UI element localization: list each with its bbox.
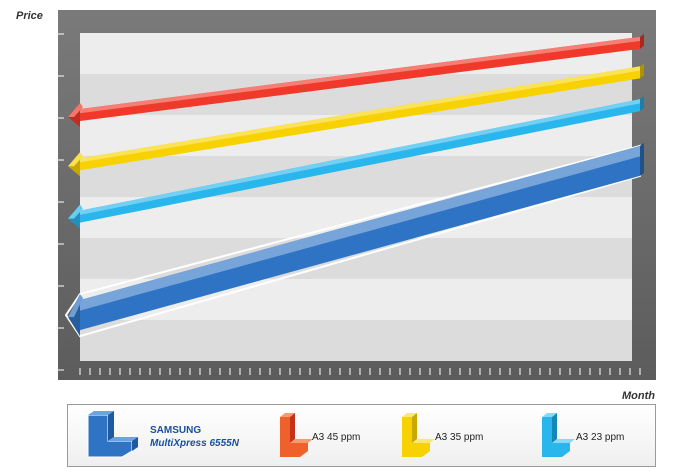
- legend-label-a3-45: A3 45 ppm: [312, 432, 361, 443]
- series-end-cap: [640, 33, 644, 49]
- y-axis-label: Price: [16, 10, 43, 22]
- series-end-cap: [640, 142, 644, 176]
- series-end-cap: [640, 63, 644, 79]
- series-highlight: [80, 66, 640, 163]
- grid-band: [80, 320, 632, 361]
- legend-label-samsung-model: MultiXpress 6555N: [150, 438, 239, 449]
- legend-item-a3-23: A3 23 ppm: [538, 405, 656, 466]
- series-samsung-multixpress-6555n: [64, 142, 644, 338]
- red-bar-icon: [280, 413, 313, 457]
- series-a3-45-ppm: [68, 33, 644, 127]
- yellow-bar-icon: [402, 413, 435, 457]
- series-a3-35-ppm: [68, 63, 644, 177]
- legend-item-a3-35: A3 35 ppm: [398, 405, 538, 466]
- series-arrow-highlight: [68, 294, 83, 318]
- x-axis-label: Month: [622, 390, 655, 402]
- chart-legend: SAMSUNG MultiXpress 6555N A3 45 ppm A3 3…: [67, 404, 656, 467]
- series-highlight: [80, 145, 640, 311]
- legend-label-samsung-brand: SAMSUNG: [150, 425, 202, 436]
- cyan-bar-icon: [542, 413, 575, 457]
- series-arrow-highlight: [68, 103, 83, 117]
- series-highlight: [80, 36, 640, 114]
- series-arrow-highlight: [68, 152, 83, 167]
- legend-item-samsung: SAMSUNG MultiXpress 6555N: [68, 405, 258, 466]
- legend-item-a3-45: A3 45 ppm: [258, 405, 398, 466]
- series-highlight: [80, 99, 640, 215]
- series-arrow-highlight: [68, 204, 83, 219]
- price-chart: [58, 10, 656, 380]
- series-a3-23-ppm: [68, 96, 644, 229]
- legend-label-a3-35: A3 35 ppm: [435, 432, 484, 443]
- legend-label-a3-23: A3 23 ppm: [576, 432, 625, 443]
- series-end-cap: [640, 96, 644, 112]
- samsung-bar-icon: [87, 411, 138, 458]
